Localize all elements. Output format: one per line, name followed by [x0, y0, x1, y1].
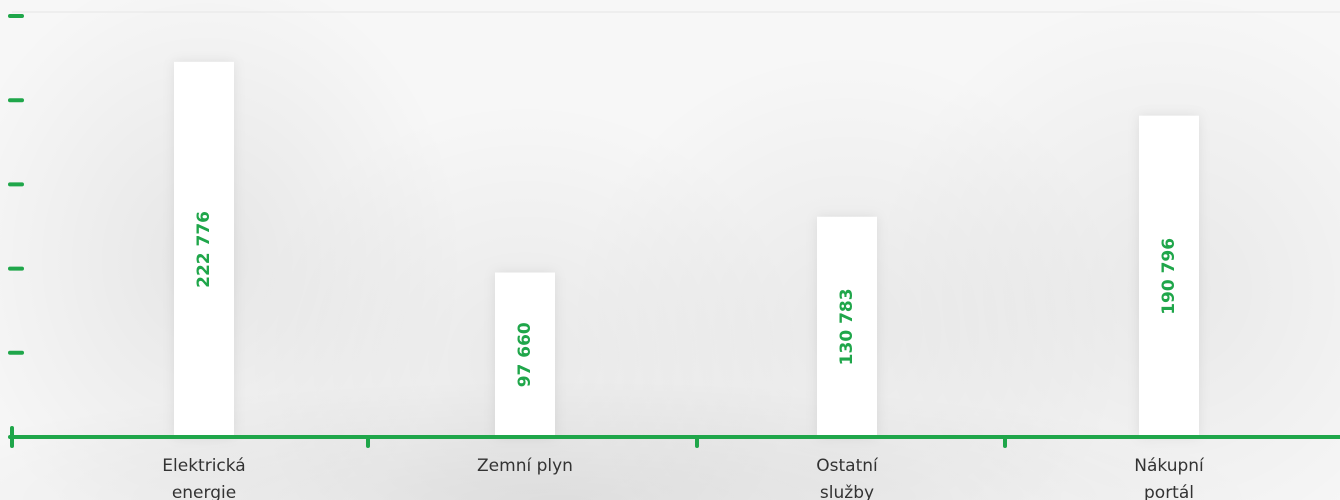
x-tick-label: Zemní plyn — [477, 456, 573, 476]
value-label: 222 776 — [194, 211, 214, 288]
x-tick-label: Ostatní služby — [816, 456, 878, 500]
bar — [495, 272, 555, 437]
x-tick-label: Elektrická energie — [162, 456, 246, 500]
value-label: 190 796 — [1159, 238, 1179, 315]
value-label: 130 783 — [837, 288, 857, 365]
bar — [1139, 115, 1199, 438]
x-tick-label: Nákupní portál — [1134, 456, 1204, 500]
value-label: 97 660 — [515, 322, 535, 387]
bar — [174, 61, 234, 437]
bar — [817, 216, 877, 437]
